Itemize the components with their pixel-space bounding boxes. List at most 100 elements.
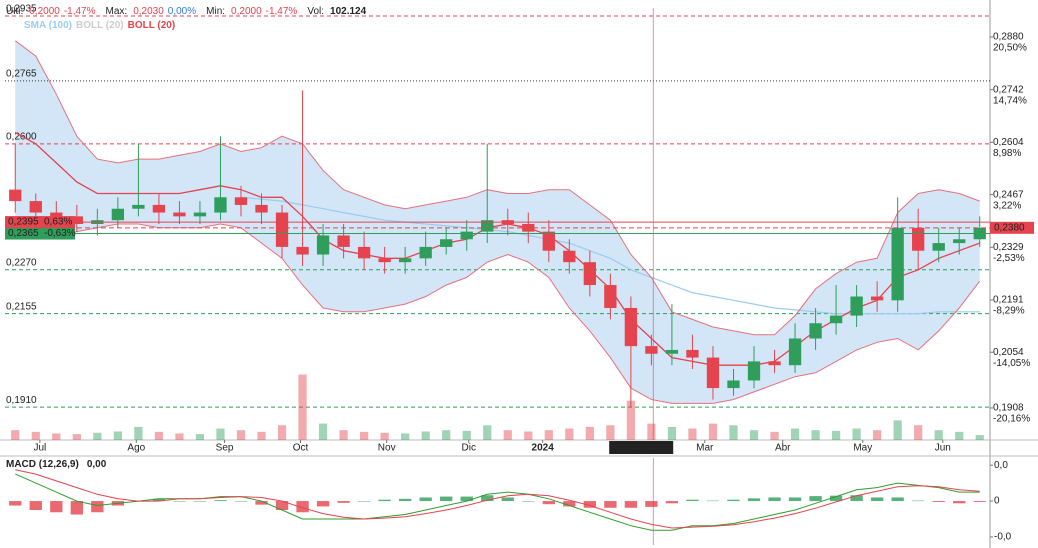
macd-y-tick-label: -0,0	[994, 532, 1012, 543]
macd-title: MACD (12,26,9) 0,00	[6, 459, 107, 470]
volume-bar	[154, 431, 164, 440]
macd-hist-bar	[645, 501, 658, 507]
price-marker-label: 0,2365	[8, 228, 39, 239]
candle-body	[440, 239, 453, 247]
candle-body	[604, 285, 617, 308]
volume-bar	[544, 430, 553, 440]
volume-bar	[442, 430, 451, 440]
volume-bar	[914, 425, 923, 440]
volume-bar	[729, 425, 738, 440]
legend-item: BOLL (20)	[76, 20, 124, 31]
price-marker-change: 0,63%	[44, 217, 72, 228]
macd-hist-bar	[501, 497, 514, 502]
y-tick-label: 0,2604	[993, 137, 1024, 148]
volume-bar	[93, 432, 102, 440]
macd-hist-bar	[255, 501, 268, 505]
volume-bar	[483, 425, 492, 440]
macd-y-tick-label: 0	[994, 496, 1000, 507]
macd-hist-bar	[152, 498, 166, 502]
candle-body	[399, 258, 412, 263]
level-label: 0,2765	[6, 69, 37, 80]
macd-hist-bar	[686, 499, 699, 502]
volume-bar	[585, 426, 594, 440]
x-tick-label: Jun	[935, 443, 951, 454]
volume-bar	[811, 430, 820, 440]
candle-body	[316, 235, 330, 255]
candle-body	[706, 357, 720, 389]
candle-body	[542, 231, 555, 251]
legend-item: SMA (100)	[24, 20, 72, 31]
macd-hist-bar	[604, 501, 617, 508]
macd-hist-bar	[932, 501, 945, 502]
macd-hist-bar	[419, 497, 432, 502]
volume-bar	[688, 428, 697, 440]
volume-bar	[195, 434, 205, 440]
price-marker-label: 0,2380	[994, 222, 1025, 233]
header-value: 0,2000	[29, 6, 60, 17]
y-tick-change: 14,74%	[993, 95, 1027, 106]
y-tick-change: 20,50%	[993, 43, 1027, 54]
candle-body	[932, 243, 945, 251]
macd-hist-bar	[973, 501, 986, 502]
header-label: Vol:	[307, 6, 324, 17]
volume-bar	[175, 433, 184, 440]
candle-body	[481, 220, 494, 232]
candle-body	[645, 346, 658, 354]
y-tick-change: 8,98%	[993, 148, 1021, 159]
crosshair-label: 13/2/2024	[619, 443, 664, 454]
volume-bar	[831, 430, 841, 440]
volume-bar	[72, 434, 81, 440]
macd-hist-bar	[891, 497, 904, 502]
macd-hist-bar	[912, 500, 925, 502]
volume-bar	[277, 425, 287, 440]
candle-body	[747, 361, 761, 381]
macd-hist-bar	[9, 501, 22, 506]
crosshair-box	[609, 441, 674, 454]
candle-body	[173, 212, 186, 217]
level-label: 0,2270	[6, 257, 37, 268]
candle-body	[563, 250, 576, 263]
volume-bar	[770, 431, 779, 440]
macd-hist-bar	[337, 501, 350, 503]
macd-hist-bar	[173, 501, 186, 502]
macd-hist-bar	[193, 501, 207, 502]
candle-body	[193, 212, 207, 217]
macd-hist-bar	[747, 498, 761, 502]
volume-bar	[893, 420, 902, 440]
macd-hist-bar	[29, 501, 42, 511]
price-marker-box	[5, 216, 75, 229]
y-tick-change: -2,53%	[993, 253, 1025, 264]
x-tick-label: May	[853, 443, 872, 454]
candle-body	[953, 239, 966, 244]
volume-bar	[626, 400, 635, 440]
volume-bar	[11, 430, 20, 440]
volume-bar	[606, 425, 615, 440]
y-tick-change: -8,29%	[993, 306, 1025, 317]
candle-body	[132, 204, 145, 209]
volume-bar	[134, 426, 143, 440]
header-label: Min:	[206, 6, 225, 17]
candle-body	[255, 204, 268, 213]
macd-hist-bar	[440, 496, 453, 502]
macd-hist-bar	[850, 495, 863, 502]
macd-hist-bar	[624, 501, 638, 508]
macd-hist-bar	[91, 501, 104, 513]
x-tick-label: Ago	[127, 443, 145, 454]
volume-bar	[955, 431, 964, 440]
macd-hist-bar	[870, 497, 884, 502]
price-marker-change: -0,63%	[44, 228, 76, 239]
signal-line	[15, 469, 980, 529]
legend: SMA (100) BOLL (20) BOLL (20)	[24, 20, 175, 31]
macd-hist-bar	[522, 501, 535, 502]
header-change: -1,47%	[64, 6, 96, 17]
macd-hist-bar	[378, 499, 391, 502]
level-label: 0,2600	[6, 131, 37, 142]
x-tick-label: Jul	[33, 443, 46, 454]
candle-body	[234, 197, 248, 205]
volume-bar	[852, 428, 861, 440]
macd-hist-bar	[70, 501, 83, 515]
volume-bar	[360, 431, 369, 440]
candle-body	[891, 227, 904, 301]
